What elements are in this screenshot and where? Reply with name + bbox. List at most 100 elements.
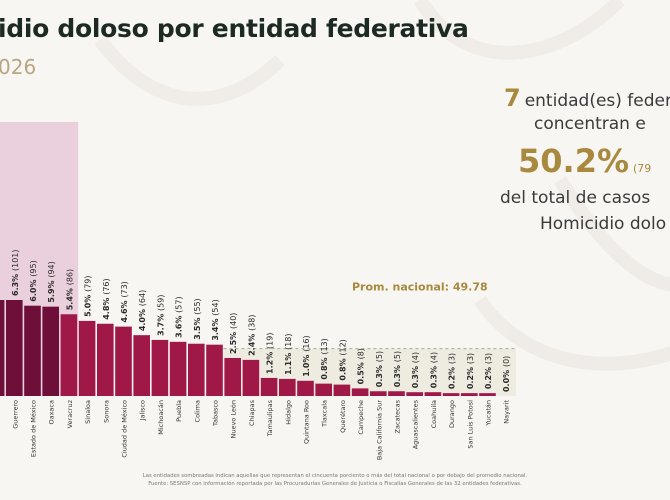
footnote-line-1: Las entidades sombreadas indican aquella…	[142, 473, 528, 479]
data-label: 3.4% (54)	[211, 299, 220, 340]
data-label: 3.6% (57)	[175, 296, 184, 337]
bar-sinaloa	[78, 320, 96, 396]
category-label: Estado de México	[30, 400, 38, 457]
bar-michoacán	[151, 339, 169, 396]
category-label: Chiapas	[248, 399, 256, 426]
bar-oaxaca	[42, 306, 59, 396]
data-label: 2.5% (40)	[229, 313, 238, 354]
category-label: Sinaloa	[84, 400, 92, 424]
data-label: 0.5% (8)	[357, 348, 366, 384]
data-label: 3.7% (59)	[156, 295, 165, 336]
category-label: Durango	[448, 400, 456, 428]
category-label: Campeche	[357, 400, 365, 435]
bar-coahuila	[424, 392, 442, 396]
category-label: Yucatán	[485, 400, 493, 427]
category-label: Hidalgo	[284, 400, 292, 425]
category-label: Coahuila	[430, 400, 438, 428]
bar-san-luis-potosí	[461, 393, 478, 396]
average-label: Prom. nacional: 49.78	[352, 281, 488, 294]
bar-colima	[188, 343, 205, 396]
bar-partial	[0, 300, 5, 396]
data-label: 5.0% (79)	[84, 276, 93, 317]
bar-chart: Prom. nacional: 49.78 6.3% (101) Guerrero 6…	[0, 122, 516, 460]
data-label: 0.2% (3)	[484, 353, 493, 389]
data-label: 4.0% (64)	[138, 290, 147, 331]
data-label: 0.3% (4)	[411, 352, 420, 388]
bar-veracruz	[60, 314, 78, 396]
bar-chiapas	[242, 359, 260, 396]
data-label: 0.2% (3)	[448, 353, 457, 389]
bar-hidalgo	[279, 378, 296, 396]
bar-durango	[442, 393, 460, 396]
data-label: 5.9% (94)	[47, 261, 56, 302]
bar-tamaulipas	[260, 377, 278, 396]
bar-sonora	[97, 323, 114, 396]
category-label: Sonora	[102, 400, 110, 423]
category-label: Michoacán	[157, 400, 165, 435]
category-label: Tabasco	[212, 400, 220, 427]
data-label: 1.0% (16)	[302, 335, 311, 376]
data-label: 0.3% (5)	[375, 351, 384, 387]
footnote-line-2: Fuente: SESNSP con información reportada…	[148, 481, 522, 487]
summary-percent-count: (79	[633, 162, 652, 175]
summary-line-3: 50.2% (79	[518, 142, 651, 180]
data-label: 4.8% (76)	[102, 278, 111, 319]
data-label: 0.8% (13)	[320, 338, 329, 379]
data-label: 6.0% (95)	[29, 260, 38, 301]
category-label: Puebla	[175, 400, 183, 422]
data-label: 3.5% (55)	[193, 298, 202, 339]
summary-line-2: concentran e	[534, 114, 646, 134]
category-label: Quintana Roo	[303, 400, 311, 444]
bar-querétaro	[333, 384, 351, 396]
data-label: 0.2% (3)	[466, 353, 475, 389]
bar-zacatecas	[388, 391, 405, 396]
bar-nuevo-león	[224, 357, 241, 396]
data-label: 0.8% (12)	[338, 339, 347, 380]
bar-guerrero	[6, 300, 23, 396]
data-label: 5.4% (86)	[65, 269, 74, 310]
summary-line-5: Homicidio dolo	[540, 214, 667, 234]
category-label: Baja California Sur	[375, 400, 383, 460]
data-label: 2.4% (38)	[247, 314, 256, 355]
data-label: 6.3% (101)	[11, 250, 20, 297]
bar-yucatán	[479, 393, 496, 396]
bar-tlaxcala	[315, 383, 332, 396]
summary-count: 7	[504, 84, 521, 112]
summary-line-1: 7 entidad(es) federa	[504, 84, 670, 112]
bar-estado-de-méxico	[24, 305, 41, 396]
category-label: Oaxaca	[48, 400, 56, 425]
category-label: Colima	[193, 400, 201, 422]
bar-quintana-roo	[297, 380, 314, 396]
bar-baja-california-sur	[370, 391, 387, 396]
bar-jalisco	[133, 335, 150, 396]
category-label: Querétaro	[339, 400, 347, 433]
data-label: 1.1% (18)	[284, 333, 293, 374]
bar-campeche	[351, 388, 369, 396]
footnote: Las entidades sombreadas indican aquella…	[0, 472, 670, 488]
bar-ciudad-de-méxico	[115, 326, 132, 396]
category-label: Nuevo León	[230, 400, 238, 438]
page-subtitle: 026	[0, 55, 37, 79]
bar-tabasco	[206, 344, 223, 396]
category-label: Jalisco	[139, 400, 147, 421]
category-label: Tamaulipas	[266, 399, 274, 437]
category-label: Guerrero	[11, 400, 19, 429]
data-label: 4.6% (73)	[120, 281, 129, 322]
bar-puebla	[169, 341, 187, 396]
category-label: Zacatecas	[394, 399, 402, 433]
summary-line-1-text: entidad(es) federa	[524, 91, 670, 111]
category-label: Nayarit	[503, 400, 511, 424]
summary-percent: 50.2%	[518, 142, 630, 180]
data-label: 0.3% (4)	[429, 352, 438, 388]
category-label: Tlaxcala	[321, 400, 329, 428]
category-label: San Luis Potosí	[466, 400, 474, 449]
category-label: Veracruz	[66, 399, 74, 428]
data-label: 0.0% (0)	[502, 356, 511, 392]
data-label: 1.2% (19)	[266, 333, 275, 374]
data-label: 0.3% (5)	[393, 351, 402, 387]
category-label: Ciudad de México	[121, 400, 129, 458]
summary-line-4: del total de casos	[500, 188, 651, 208]
category-label: Aguascalientes	[412, 399, 420, 449]
bar-aguascalientes	[406, 392, 423, 396]
page-title: idio doloso por entidad federativa	[0, 14, 469, 43]
